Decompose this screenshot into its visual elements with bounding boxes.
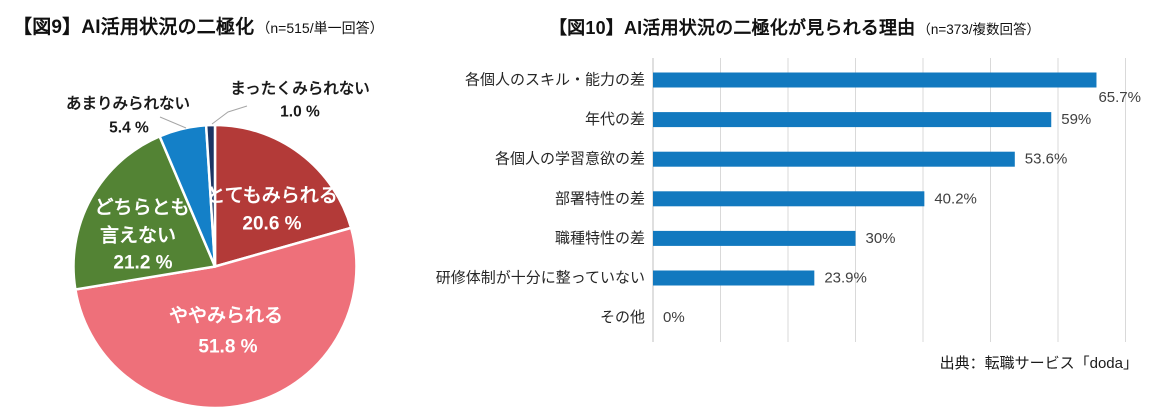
pie-label-3-0: あまりみられない <box>66 95 190 113</box>
pie-leader-line-1 <box>211 105 248 125</box>
bar-value-label-5: 23.9% <box>824 270 867 287</box>
bar-value-label-1: 59% <box>1061 111 1091 128</box>
bar-category-label-6: その他 <box>600 309 645 326</box>
pie-slice-2 <box>72 135 217 291</box>
bar-category-label-2: 各個人の学習意欲の差 <box>495 150 645 168</box>
figure9-title-main: 【図9】AI活用状況の二極化 <box>13 17 255 38</box>
pie-leader-line-0 <box>159 116 187 129</box>
bar-category-label-3: 部署特性の差 <box>555 190 645 207</box>
bar-value-label-0: 65.7% <box>1098 89 1141 106</box>
bar-2 <box>653 151 1015 167</box>
bar-category-label-0: 各個人のスキル・能力の差 <box>465 72 645 89</box>
bar-value-label-2: 53.6% <box>1025 151 1068 168</box>
figure10-title-note: （n=373/複数回答） <box>917 22 1041 37</box>
bar-1 <box>653 112 1052 128</box>
pie-slice-4 <box>204 123 217 268</box>
pie-label-4-1: 1.0 % <box>280 104 320 121</box>
pie-label-1-1: 51.8 % <box>198 337 257 358</box>
figure10-title-main: 【図10】AI活用状況の二極化が見られる理由 <box>548 18 916 38</box>
figure10-title: 【図10】AI活用状況の二極化が見られる理由 （n=373/複数回答） <box>440 14 1149 40</box>
pie-label-2-0: どちらとも <box>94 197 189 219</box>
bar-category-label-4: 職種特性の差 <box>555 230 645 247</box>
bar-category-label-5: 研修体制が十分に整っていない <box>436 270 645 287</box>
bar-category-label-1: 年代の差 <box>585 111 645 128</box>
pie-label-0-0: とてもみられる <box>206 185 337 207</box>
pie-slice-1 <box>74 226 358 410</box>
pie-slice-0 <box>213 123 353 268</box>
pie-label-4-0: まったくみられない <box>230 80 370 98</box>
pie-label-1-0: ややみられる <box>169 305 283 327</box>
pie-label-0-1: 20.6 % <box>242 214 301 235</box>
bar-3 <box>653 191 925 207</box>
bar-4 <box>653 230 856 246</box>
bar-5 <box>653 270 815 286</box>
bar-value-label-6: 0% <box>663 309 685 326</box>
pie-label-2-2: 21.2 % <box>113 253 172 274</box>
figure9-title: 【図9】AI活用状況の二極化 （n=515/単一回答） <box>13 12 384 39</box>
bar-0 <box>653 72 1097 88</box>
bar-value-label-4: 30% <box>866 230 896 247</box>
source-credit: 出典：転職サービス「doda」 <box>939 355 1138 372</box>
pie-label-3-1: 5.4 % <box>109 120 149 137</box>
pie-label-2-1: 言えない <box>100 224 176 247</box>
figure9-title-note: （n=515/単一回答） <box>256 20 384 36</box>
bar-value-label-3: 40.2% <box>934 190 977 207</box>
